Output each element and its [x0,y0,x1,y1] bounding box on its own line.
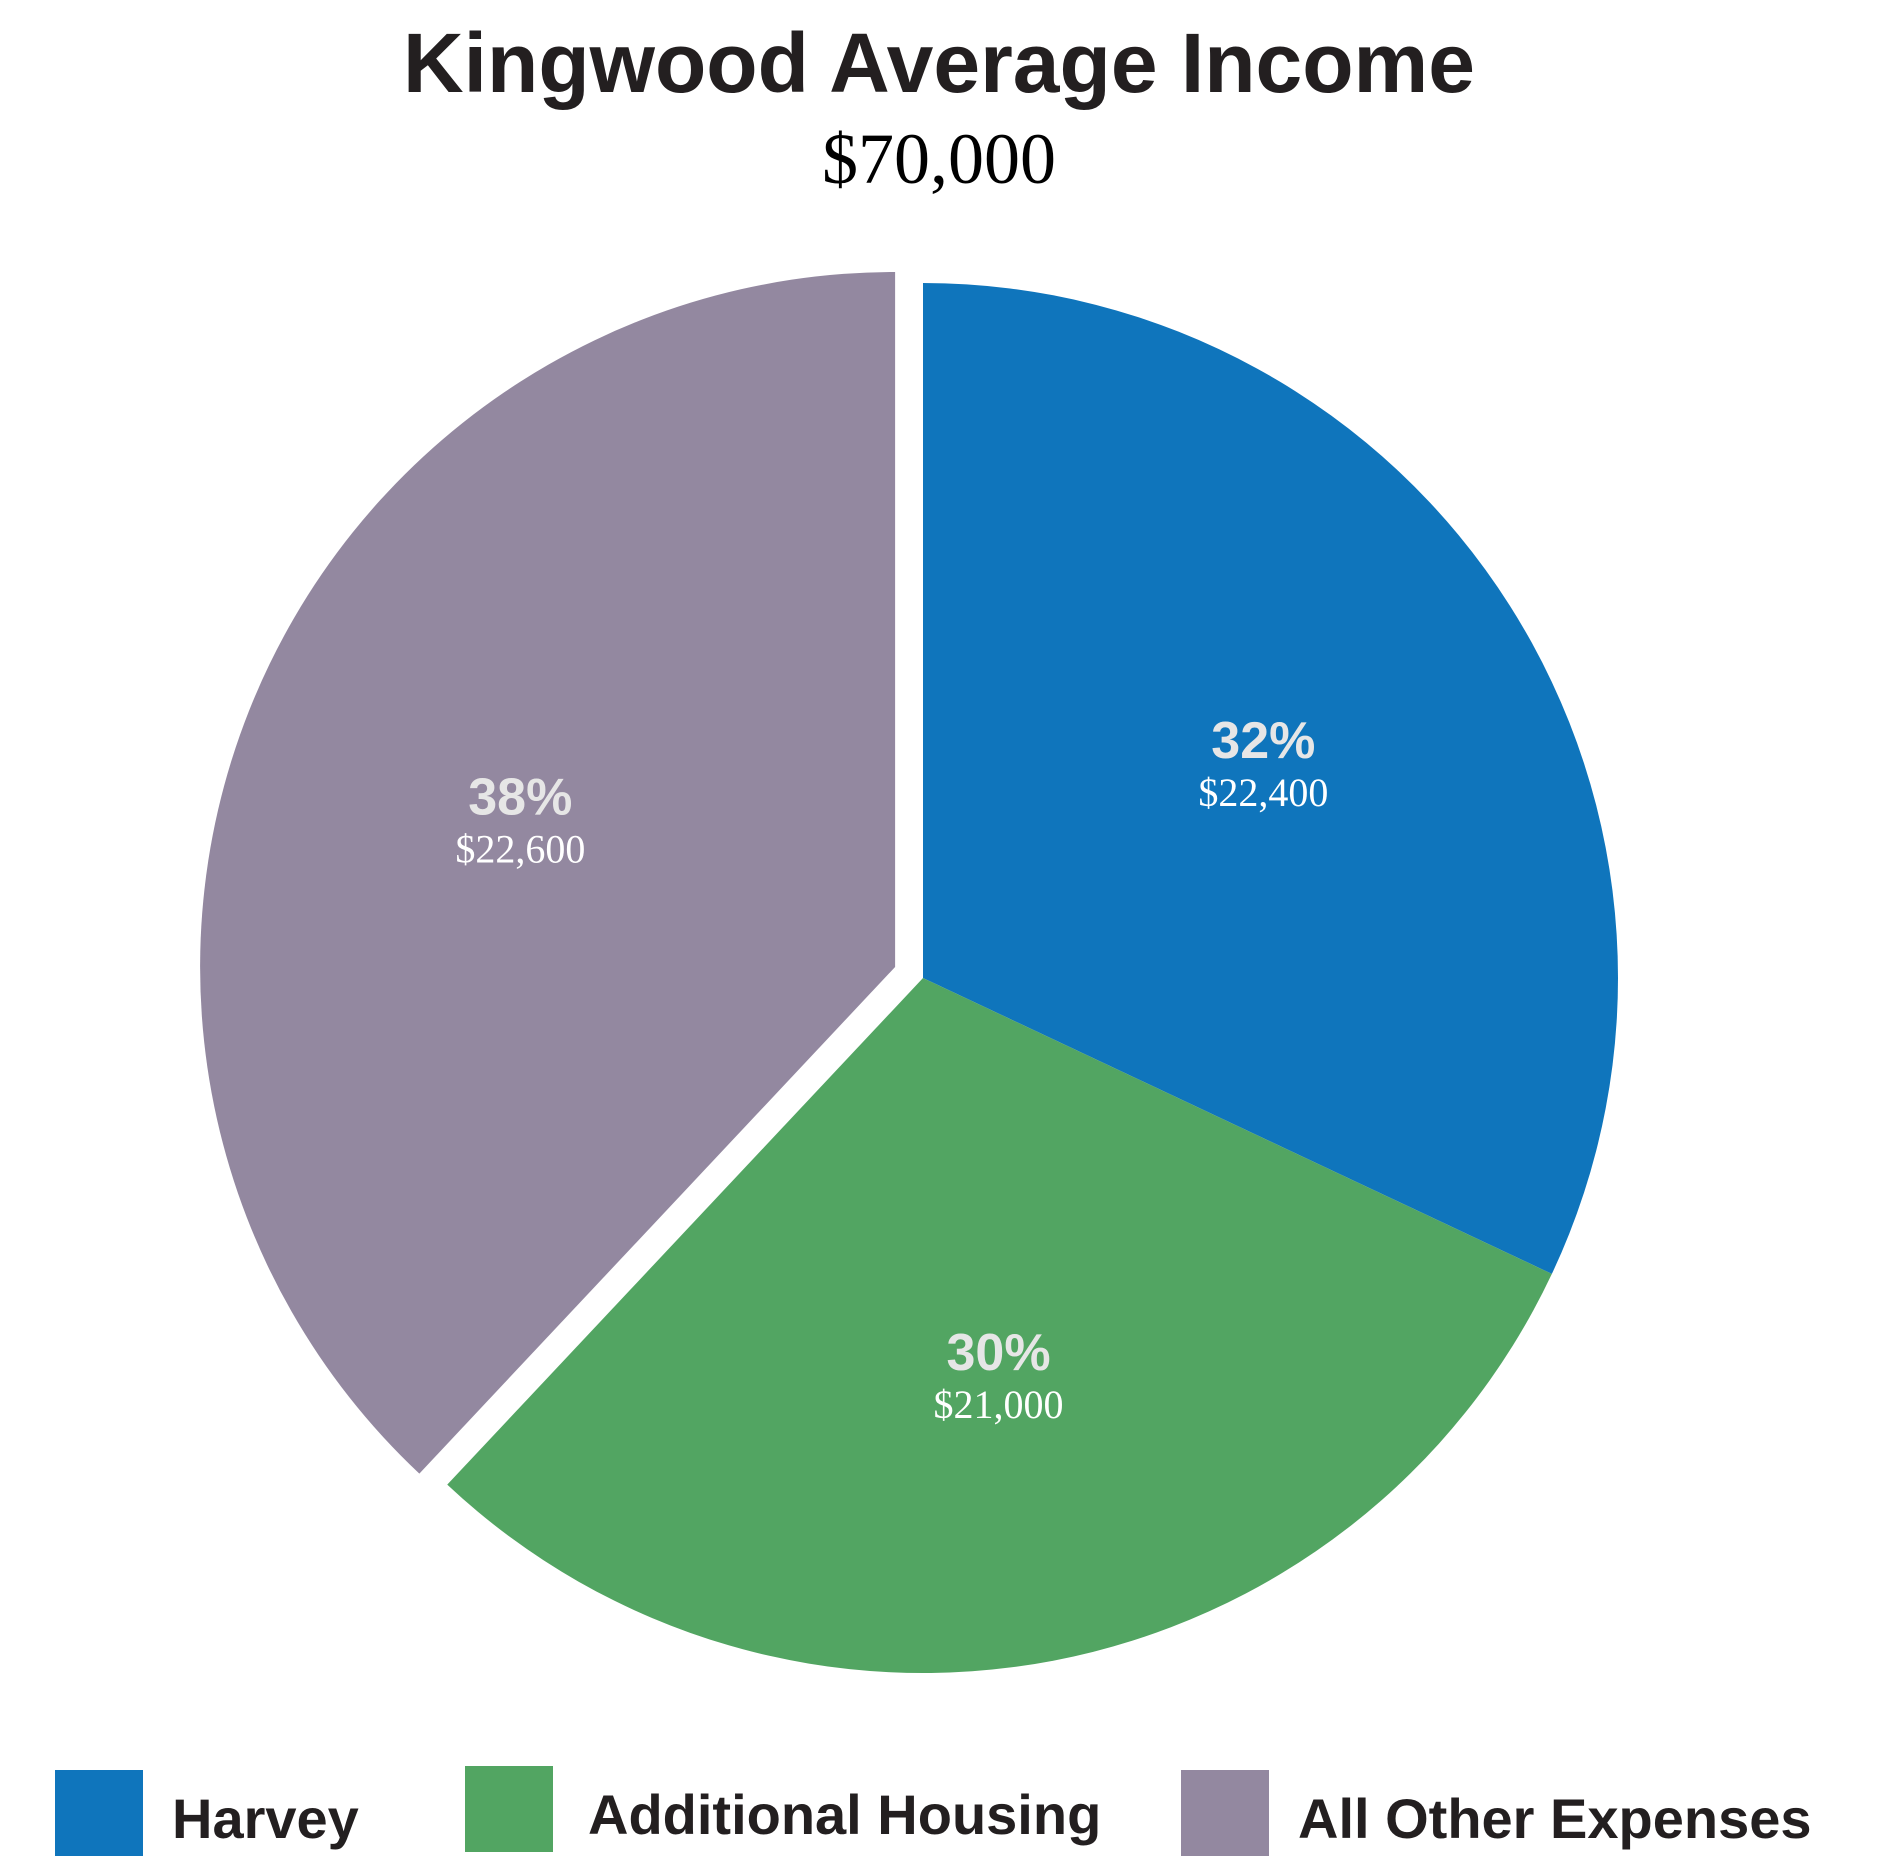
legend-swatch-harvey [55,1770,143,1856]
legend-item-all-other-expenses: All Other Expenses [1181,1770,1812,1856]
legend: Harvey Additional Housing All Other Expe… [55,1766,1812,1856]
chart-title: Kingwood Average Income [403,16,1475,110]
slice-amount-label-harvey: $22,400 [1198,770,1328,815]
slice-labels: 32%$22,400 30%$21,000 38%$22,600 [455,712,1328,1427]
slice-percent-label-additional-housing: 30% [946,1324,1050,1382]
chart-subtitle: $70,000 [822,119,1056,199]
legend-label-additional-housing: Additional Housing [588,1783,1101,1846]
pie-slice-additional-housing [447,978,1552,1673]
slice-amount-label-all-other-expenses: $22,600 [455,827,585,872]
legend-swatch-all-other-expenses [1181,1770,1269,1856]
slice-percent-label-harvey: 32% [1211,712,1315,770]
pie-slices [200,271,1618,1673]
pie-slice-harvey [923,283,1618,1274]
slice-percent-label-all-other-expenses: 38% [468,769,572,827]
legend-label-all-other-expenses: All Other Expenses [1298,1787,1812,1850]
legend-label-harvey: Harvey [172,1787,359,1850]
legend-swatch-additional-housing [465,1766,553,1852]
slice-amount-label-additional-housing: $21,000 [934,1382,1064,1427]
legend-item-harvey: Harvey [55,1770,359,1856]
legend-item-additional-housing: Additional Housing [465,1766,1101,1852]
pie-slice-all-other-expenses [200,271,896,1474]
